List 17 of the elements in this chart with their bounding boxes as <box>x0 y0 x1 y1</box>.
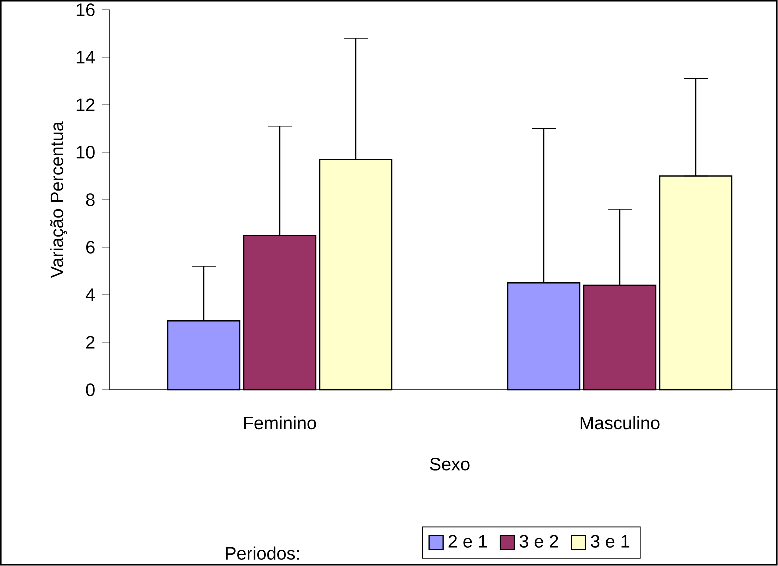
y-tick-label: 12 <box>76 98 95 112</box>
y-tick-label: 8 <box>86 194 95 206</box>
y-tick-label: 16 <box>76 4 95 16</box>
x-tick-label: Masculino <box>580 416 660 430</box>
y-tick-label: 0 <box>86 384 95 396</box>
y-tick-label: 2 <box>86 336 95 349</box>
legend-label: 3 e 1 <box>591 535 630 548</box>
x-axis-title: Sexo <box>430 458 470 471</box>
legend-title: Periodos: <box>226 546 300 560</box>
y-tick-label: 4 <box>86 288 96 302</box>
legend-label: 2 e 1 <box>448 535 488 548</box>
y-tick-label: 14 <box>76 51 96 64</box>
legend-label: 3 e 2 <box>520 535 558 548</box>
x-tick-label: Feminino <box>244 416 316 430</box>
y-tick-label: 6 <box>86 241 95 254</box>
y-tick-label: 10 <box>76 146 95 159</box>
y-axis-title: Variação Percentua <box>50 122 68 278</box>
